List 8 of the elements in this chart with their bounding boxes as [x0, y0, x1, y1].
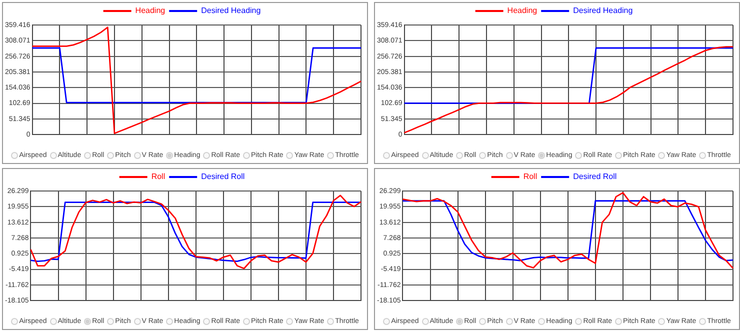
legend-label: Roll	[523, 172, 538, 182]
legend-label: Desired Heading	[573, 6, 633, 16]
legend-label: Heading	[507, 6, 538, 16]
legend-label: Desired Roll	[201, 172, 245, 182]
legend-label: Desired Heading	[201, 6, 261, 16]
legend-label: Heading	[135, 6, 166, 16]
legend-label: Roll	[151, 172, 166, 182]
legend-label: Desired Roll	[573, 172, 617, 182]
